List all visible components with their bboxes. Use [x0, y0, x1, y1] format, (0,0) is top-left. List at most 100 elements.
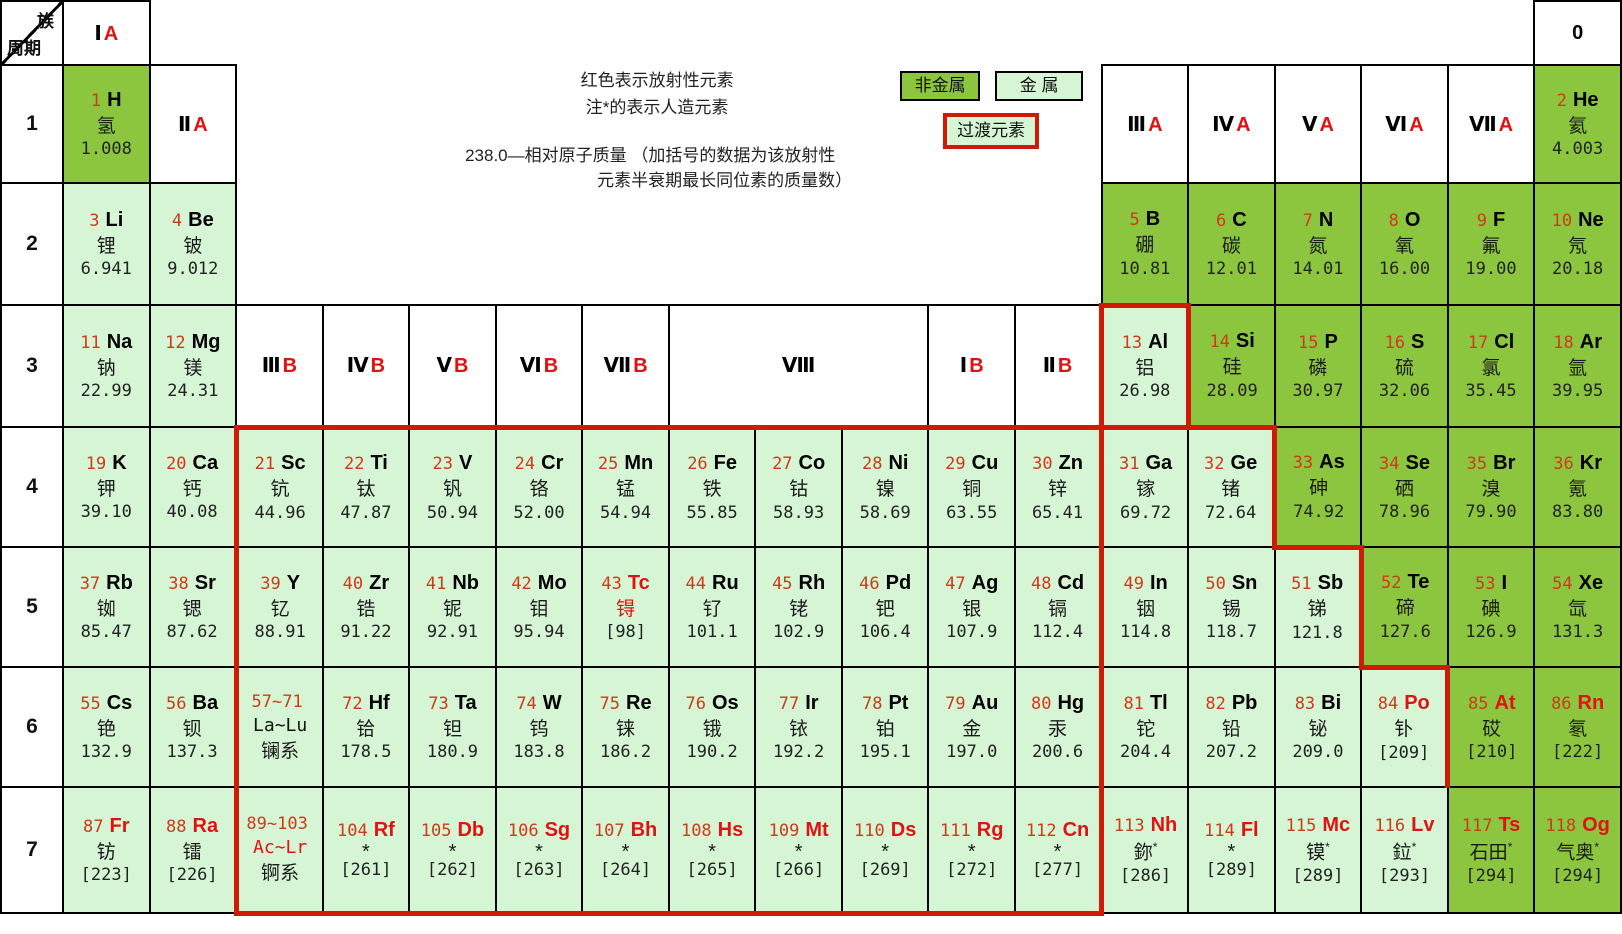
element-lv: 116 Lv 鉝* [293] [1360, 786, 1449, 914]
element-pd: 46 Pd 钯 106.4 [840, 546, 930, 668]
corner-cell: 族 周期 [0, 0, 64, 66]
element-bi: 83 Bi 铋 209.0 [1273, 666, 1363, 788]
empty-region [236, 183, 1102, 305]
element-ti: 22 Ti 钛 47.87 [321, 424, 411, 548]
element-in: 49 In 铟 114.8 [1100, 546, 1190, 668]
element-se: 34 Se 硒 78.96 [1360, 426, 1449, 548]
element-s: 16 S 硫 32.06 [1360, 304, 1449, 428]
period-label-1: 1 [0, 64, 64, 184]
element-ru: 44 Ru 钌 101.1 [667, 546, 757, 668]
element-kr: 36 Kr 氪 83.80 [1533, 426, 1622, 548]
element-rf: 104 Rf * [261] [321, 786, 411, 916]
element-n: 7 N 氮 14.01 [1273, 182, 1363, 306]
element-cl: 17 Cl 氯 35.45 [1446, 304, 1536, 428]
element-mg: 12 Mg 镁 24.31 [148, 304, 238, 428]
element-db: 105 Db * [262] [408, 786, 497, 916]
element-k: 19 K 钾 39.10 [62, 426, 151, 548]
element-hs: 108 Hs * [265] [667, 786, 757, 916]
legend-red-note: 红色表示放射性元素 [580, 71, 734, 90]
element-ca: 20 Ca 钙 40.08 [148, 426, 238, 548]
element-y: 39 Y 钇 88.91 [233, 546, 324, 668]
element-rh: 45 Rh 铑 102.9 [754, 546, 843, 668]
period-label-3: 3 [0, 304, 64, 428]
element-pt: 78 Pt 铂 195.1 [840, 666, 930, 788]
element-te: 52 Te 碲 127.6 [1360, 546, 1449, 668]
element-cd: 48 Cd 镉 112.4 [1014, 546, 1105, 668]
element-cs: 55 Cs 铯 132.9 [62, 666, 151, 788]
element-w: 74 W 钨 183.8 [494, 666, 584, 788]
element-li: 3 Li 锂 6.941 [62, 182, 151, 306]
element-os: 76 Os 锇 190.2 [667, 666, 757, 788]
element-sb: 51 Sb 锑 121.8 [1273, 544, 1364, 668]
element-mo: 42 Mo 钼 95.94 [494, 546, 584, 668]
element-re: 75 Re 铼 186.2 [581, 666, 670, 788]
element-nb: 41 Nb 铌 92.91 [408, 546, 497, 668]
element-hg: 80 Hg 汞 200.6 [1014, 666, 1105, 788]
element-fe: 26 Fe 铁 55.85 [667, 424, 757, 548]
element-ag: 47 Ag 银 107.9 [927, 546, 1017, 668]
element-ge: 32 Ge 锗 72.64 [1187, 424, 1278, 548]
element-ta: 73 Ta 钽 180.9 [408, 666, 497, 788]
element-i: 53 I 碘 126.9 [1446, 546, 1536, 668]
element-ra: 88 Ra 镭 [226] [148, 786, 238, 914]
element-p: 15 P 磷 30.97 [1273, 304, 1363, 428]
element-ga: 31 Ga 镓 69.72 [1100, 426, 1190, 548]
element-h: 1 H 氢 1.008 [62, 64, 151, 184]
element-f: 9 F 氟 19.00 [1446, 182, 1536, 306]
period-label-5: 5 [0, 546, 64, 668]
element-ne: 10 Ne 氖 20.18 [1533, 182, 1622, 306]
element-cu: 29 Cu 铜 63.55 [927, 424, 1017, 548]
element-be: 4 Be 铍 9.012 [148, 182, 238, 306]
element-ba: 56 Ba 钡 137.3 [148, 666, 238, 788]
period-label-4: 4 [0, 426, 64, 548]
element-at: 85 At 砹 [210] [1446, 666, 1536, 788]
element-og: 118 Og 气奥* [294] [1533, 786, 1622, 914]
element-mt: 109 Mt * [266] [754, 786, 843, 916]
legend-metal-box: 金 属 [995, 71, 1084, 101]
period-label-7: 7 [0, 786, 64, 914]
corner-period-label: 周期 [7, 39, 41, 58]
element-ar: 18 Ar 氩 39.95 [1533, 304, 1622, 428]
period-label-6: 6 [0, 666, 64, 788]
element-as: 33 As 砷 74.92 [1273, 426, 1363, 548]
group-label-viii: Ⅷ [667, 304, 930, 428]
element-ts: 117 Ts 石田* [294] [1446, 786, 1536, 914]
element-rg: 111 Rg * [272] [927, 786, 1017, 916]
group-label-g0: 0 [1533, 0, 1622, 66]
element-rn: 86 Rn 氡 [222] [1533, 666, 1622, 788]
element-mc: 115 Mc 镆* [289] [1273, 786, 1363, 914]
element-xe: 54 Xe 氙 131.3 [1533, 546, 1622, 668]
element-tl: 81 Tl 铊 204.4 [1100, 666, 1190, 788]
element-rb: 37 Rb 铷 85.47 [62, 546, 151, 668]
period-label-2: 2 [0, 182, 64, 306]
element-ir: 77 Ir 铱 192.2 [754, 666, 843, 788]
corner-group-label: 族 [37, 12, 54, 31]
element-br: 35 Br 溴 79.90 [1446, 426, 1536, 548]
legend-nonmetal-box: 非金属 [900, 71, 981, 101]
element-bh: 107 Bh * [264] [581, 786, 670, 916]
element-sr: 38 Sr 锶 87.62 [148, 546, 238, 668]
element-tc: 43 Tc 锝 [98] [581, 546, 670, 668]
legend-mass-note-line1: 238.0—相对原子质量 （加括号的数据为该放射性 [465, 146, 836, 165]
element-mn: 25 Mn 锰 54.94 [581, 424, 670, 548]
element-zr: 40 Zr 锆 91.22 [321, 546, 411, 668]
element-au: 79 Au 金 197.0 [927, 666, 1017, 788]
element-ds: 110 Ds * [269] [840, 786, 930, 916]
element-sg: 106 Sg * [263] [494, 786, 584, 916]
legend-mass-note-line2: 元素半衰期最长同位素的质量数） [597, 171, 853, 190]
empty-region [149, 1, 1535, 65]
element-zn: 30 Zn 锌 65.41 [1014, 424, 1105, 548]
element-cr: 24 Cr 铬 52.00 [494, 424, 584, 548]
